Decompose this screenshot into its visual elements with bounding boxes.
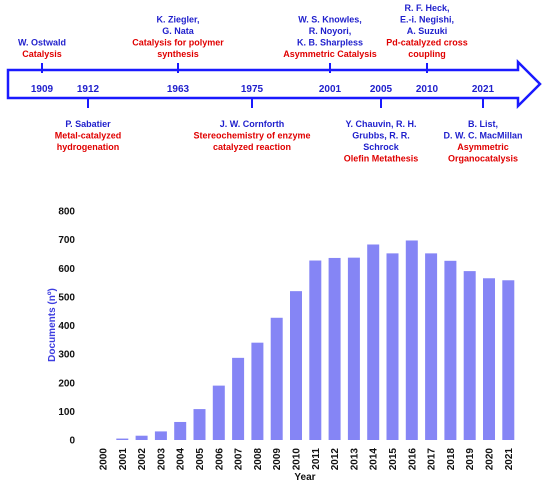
bar — [347, 257, 360, 440]
x-tick-label: 2012 — [330, 448, 341, 471]
event-names: P. Sabatier — [65, 119, 111, 129]
bar — [212, 385, 225, 440]
event-names: W. Ostwald — [18, 38, 66, 48]
event-year: 2005 — [370, 84, 393, 95]
x-tick-label: 2014 — [369, 448, 380, 471]
y-tick-label: 500 — [58, 292, 75, 303]
x-tick-label: 2008 — [253, 448, 264, 471]
y-tick-label: 300 — [58, 350, 75, 361]
event-names: Schrock — [363, 142, 400, 152]
event-names: G. Nata — [162, 26, 195, 36]
event-topic: Olefin Metathesis — [344, 154, 419, 164]
event-topic: catalyzed reaction — [213, 142, 291, 152]
x-tick-label: 2018 — [446, 448, 457, 471]
event-names: Y. Chauvin, R. H. — [345, 119, 416, 129]
event-year: 2001 — [319, 84, 342, 95]
event-names: D. W. C. MacMillan — [443, 131, 522, 141]
x-tick-label: 2020 — [485, 448, 496, 471]
bar — [328, 257, 341, 440]
bar — [483, 278, 495, 440]
event-names: R. F. Heck, — [404, 3, 449, 13]
bar — [232, 357, 245, 440]
event-year: 1975 — [241, 84, 264, 95]
event-names: J. W. Cornforth — [220, 119, 285, 129]
event-names: W. S. Knowles, — [298, 15, 362, 25]
y-tick-label: 400 — [58, 321, 75, 332]
bar — [444, 260, 457, 440]
x-tick-label: 2017 — [427, 448, 438, 471]
event-names: K. Ziegler, — [156, 15, 199, 25]
y-axis-label: Documents (nº) — [47, 288, 58, 362]
event-year: 1963 — [167, 84, 190, 95]
bar — [405, 240, 418, 440]
x-tick-label: 2002 — [137, 448, 148, 471]
event-names: E.-i. Negishi, — [400, 15, 454, 25]
x-tick-label: 2011 — [311, 448, 322, 470]
y-tick-label: 600 — [58, 264, 75, 275]
y-tick-label: 0 — [69, 436, 75, 447]
event-topic: Catalysis — [22, 49, 62, 59]
y-tick-label: 200 — [58, 378, 75, 389]
x-tick-label: 2015 — [388, 448, 399, 471]
bar — [502, 280, 515, 440]
event-topic: coupling — [408, 49, 446, 59]
bar — [367, 244, 380, 440]
event-topic: synthesis — [157, 49, 199, 59]
x-axis-label: Year — [294, 472, 315, 483]
x-tick-label: 2005 — [195, 448, 206, 471]
event-topic: hydrogenation — [57, 142, 120, 152]
x-tick-label: 2001 — [118, 448, 129, 471]
x-tick-label: 2007 — [234, 448, 245, 471]
bar — [290, 291, 302, 440]
event-topic: Pd-catalyzed cross — [386, 38, 468, 48]
x-tick-label: 2021 — [504, 448, 515, 471]
bar — [174, 421, 187, 440]
bar — [154, 431, 167, 440]
x-tick-label: 2009 — [272, 448, 283, 471]
bar — [270, 317, 283, 440]
timeline-arrow — [6, 58, 542, 110]
bar — [425, 253, 438, 440]
event-year: 2021 — [472, 84, 495, 95]
event-names: B. List, — [468, 119, 498, 129]
bar — [116, 438, 129, 440]
event-names: R. Noyori, — [309, 26, 352, 36]
x-tick-label: 2006 — [214, 448, 225, 471]
x-tick-label: 2003 — [156, 448, 167, 471]
event-topic: Catalysis for polymer — [132, 38, 224, 48]
event-names: K. B. Sharpless — [297, 38, 363, 48]
bar — [135, 435, 148, 440]
y-tick-label: 800 — [58, 207, 75, 218]
bar — [463, 271, 476, 440]
y-tick-label: 100 — [58, 407, 75, 418]
event-topic: Metal-catalyzed — [55, 131, 122, 141]
bar — [251, 342, 264, 440]
x-tick-label: 2000 — [99, 448, 110, 471]
event-names: A. Suzuki — [407, 26, 448, 36]
event-topic: Organocatalysis — [448, 154, 518, 164]
event-names: Grubbs, R. R. — [352, 131, 410, 141]
bar — [386, 253, 399, 440]
event-year: 2010 — [416, 84, 439, 95]
event-topic: Asymmetric — [457, 142, 509, 152]
x-tick-label: 2010 — [292, 448, 303, 471]
event-topic: Asymmetric Catalysis — [283, 49, 377, 59]
event-topic: Stereochemistry of enzyme — [193, 131, 310, 141]
event-year: 1912 — [77, 84, 100, 95]
x-tick-label: 2013 — [349, 448, 360, 471]
y-tick-label: 700 — [58, 235, 75, 246]
x-tick-label: 2004 — [176, 448, 187, 471]
bar — [193, 409, 206, 440]
x-tick-label: 2016 — [407, 448, 418, 471]
x-tick-label: 2019 — [465, 448, 476, 471]
bar — [309, 260, 322, 440]
event-year: 1909 — [31, 84, 54, 95]
